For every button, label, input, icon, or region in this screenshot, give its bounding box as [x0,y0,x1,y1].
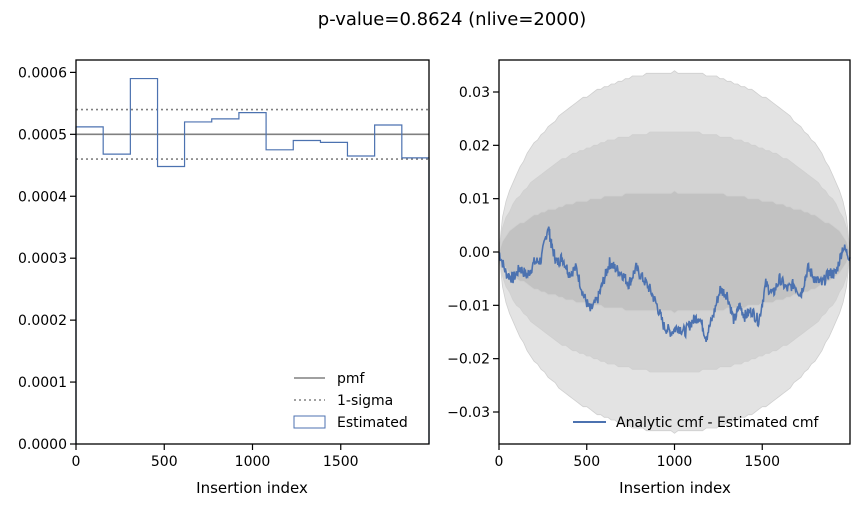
left-xtick-label: 1500 [323,454,359,470]
right-xtick-label: 1500 [744,454,780,470]
left-ytick-label: 0.0005 [18,127,67,143]
left-axis-ticks: 0 500 1000 1500 0.0000 0.0001 0.0002 0.0003 0.00… [18,65,359,470]
left-panel: 0 500 1000 1500 0.0000 0.0001 0.0002 0.0003 0.00… [18,59,430,497]
legend-sigma-label: 1-sigma [337,393,393,409]
right-ytick-label: 0.03 [459,85,490,101]
left-xtick-label: 500 [151,454,178,470]
legend-estimated-swatch [293,415,326,429]
left-xtick-label: 0 [72,454,81,470]
right-xtick-label: 500 [573,454,600,470]
right-xtick-label: 1000 [657,454,693,470]
inner-sigma-band [498,190,851,314]
left-xlabel: Insertion index [196,479,308,497]
left-ytick-label: 0.0003 [18,251,67,267]
right-ytick-label: 0.02 [459,138,490,154]
right-xlabel: Insertion index [619,479,731,497]
legend-diff-label: Analytic cmf - Estimated cmf [616,415,819,431]
right-ytick-label: −0.03 [447,405,490,421]
left-plot-area [75,77,430,444]
figure-title: p-value=0.8624 (nlive=2000) [318,9,586,30]
left-axes-frame [75,59,430,445]
right-panel: 0 500 1000 1500 −0.03 −0.02 −0.01 0.00 0.01 0.02 0… [447,59,851,497]
right-xtick-label: 0 [495,454,504,470]
legend-estimated-label: Estimated [337,415,408,431]
cmf-difference-line [498,226,851,343]
left-ytick-label: 0.0006 [18,65,67,81]
right-ytick-label: −0.01 [447,298,490,314]
left-xtick-label: 1000 [235,454,271,470]
left-legend: pmf 1-sigma Estimated [293,371,408,431]
right-plot-area [498,70,851,434]
left-ytick-label: 0.0004 [18,189,67,205]
right-ytick-label: 0.00 [459,245,490,261]
right-ytick-label: −0.02 [447,352,490,368]
right-axis-ticks: 0 500 1000 1500 −0.03 −0.02 −0.01 0.00 0.01 0.02 0… [447,85,780,470]
right-ytick-label: 0.01 [459,192,490,208]
estimated-histogram [75,77,430,444]
right-legend: Analytic cmf - Estimated cmf [573,415,819,431]
left-ytick-label: 0.0000 [18,437,67,453]
left-ytick-label: 0.0002 [18,313,67,329]
left-ytick-label: 0.0001 [18,375,67,391]
legend-pmf-label: pmf [337,371,366,387]
